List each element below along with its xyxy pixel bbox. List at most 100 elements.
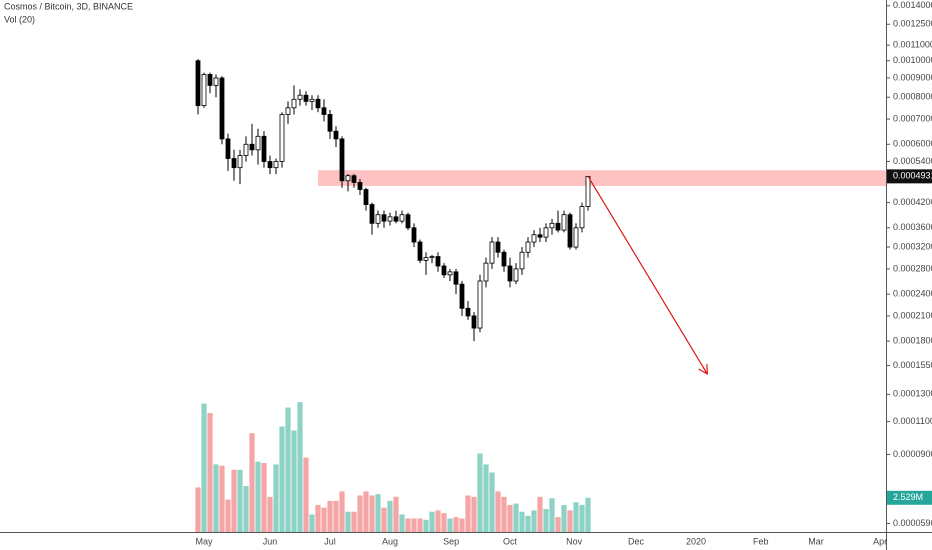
candle-body: [423, 257, 429, 261]
volume-bar: [453, 517, 459, 532]
candle-body: [351, 175, 357, 183]
candle-body: [237, 155, 243, 169]
volume-bar: [543, 509, 549, 532]
volume-bar: [273, 464, 279, 532]
volume-bar: [357, 495, 363, 532]
candle-body: [381, 214, 387, 222]
x-tick-label: Nov: [566, 536, 583, 546]
volume-bar: [405, 518, 411, 532]
candle-body: [345, 175, 351, 182]
volume-bar: [525, 515, 531, 532]
candle-body: [405, 214, 411, 229]
x-tick-label: 2020: [686, 536, 706, 546]
candle-body: [585, 175, 591, 207]
candle-body: [471, 315, 477, 329]
volume-bar: [561, 504, 567, 532]
volume-bar: [471, 496, 477, 532]
candle-body: [297, 94, 303, 100]
candle-body: [279, 114, 285, 162]
volume-bar: [531, 510, 537, 532]
candle-body: [525, 241, 531, 253]
candle-body: [567, 214, 573, 248]
volume-bar: [255, 461, 261, 532]
volume-bar: [267, 496, 273, 532]
volume-bar: [339, 491, 345, 532]
x-tick-label: Jul: [324, 536, 336, 546]
volume-bar: [195, 487, 201, 532]
candle-body: [219, 77, 225, 140]
volume-bar: [303, 457, 309, 532]
candle-body: [399, 214, 405, 222]
candle-body: [261, 135, 267, 162]
candle-body: [267, 161, 273, 169]
y-tick-label: 0.0001300: [893, 389, 932, 399]
candle-body: [207, 73, 213, 86]
volume-bar: [237, 469, 243, 532]
candle-body: [375, 214, 381, 224]
candle-body: [495, 241, 501, 253]
volume-bar: [567, 510, 573, 532]
volume-bar: [321, 507, 327, 532]
volume-bar: [285, 407, 291, 532]
candle-body: [519, 251, 525, 270]
last-price-box: [887, 169, 932, 184]
volume-bar: [249, 433, 255, 532]
volume-bar: [435, 510, 441, 532]
candle-body: [411, 227, 417, 243]
candle-body: [357, 182, 363, 190]
volume-bar: [345, 511, 351, 532]
volume-bar: [333, 500, 339, 532]
volume-bar: [573, 502, 579, 532]
candle-body: [303, 94, 309, 102]
candle-body: [327, 114, 333, 132]
volume-bar: [291, 430, 297, 532]
x-tick-label: Feb: [753, 536, 769, 546]
volume-bar: [261, 463, 267, 532]
y-tick-label: 0.0009000: [893, 72, 932, 82]
y-tick-label: 0.0003200: [893, 241, 932, 251]
volume-bar: [399, 514, 405, 532]
volume-legend: Vol (20): [4, 14, 35, 24]
volume-bar: [327, 500, 333, 532]
y-tick-label: 0.0014000: [893, 0, 932, 10]
candle-body: [573, 227, 579, 248]
volume-bar: [213, 464, 219, 532]
candle-body: [441, 265, 447, 276]
volume-bar: [519, 511, 525, 532]
candle-body: [459, 283, 465, 309]
candle-body: [429, 256, 435, 259]
projection-arrow: [587, 176, 707, 373]
y-tick-label: 0.0001550: [893, 360, 932, 370]
volume-bar: [489, 472, 495, 532]
y-tick-label: 0.0005400: [893, 156, 932, 166]
y-tick-label: 0.0000590: [893, 518, 932, 528]
candle-body: [477, 280, 483, 329]
volume-bar: [315, 504, 321, 532]
candle-body: [273, 161, 279, 169]
volume-bar: [447, 518, 453, 532]
candle-body: [531, 234, 537, 243]
volume-bar: [537, 496, 543, 532]
volume-bar: [393, 496, 399, 532]
volume-bar: [297, 402, 303, 532]
volume-bar: [423, 519, 429, 532]
y-tick-label: 0.0002800: [893, 263, 932, 273]
candle-body: [369, 204, 375, 224]
x-tick-label: Mar: [808, 536, 824, 546]
y-tick-label: 0.0008000: [893, 92, 932, 102]
volume-bar: [369, 495, 375, 532]
volume-bar: [513, 503, 519, 532]
candle-body: [555, 222, 561, 231]
candle-body: [453, 271, 459, 285]
last-price-label: 0.0004931: [893, 171, 932, 181]
volume-bar: [243, 486, 249, 532]
volume-bar: [207, 412, 213, 532]
y-tick-label: 0.0002400: [893, 288, 932, 298]
resistance-zone: [317, 170, 887, 186]
candle-body: [321, 107, 327, 115]
y-tick-label: 0.0004200: [893, 197, 932, 207]
x-tick-label: May: [195, 536, 213, 546]
volume-bar: [501, 496, 507, 532]
candle-body: [255, 135, 261, 151]
